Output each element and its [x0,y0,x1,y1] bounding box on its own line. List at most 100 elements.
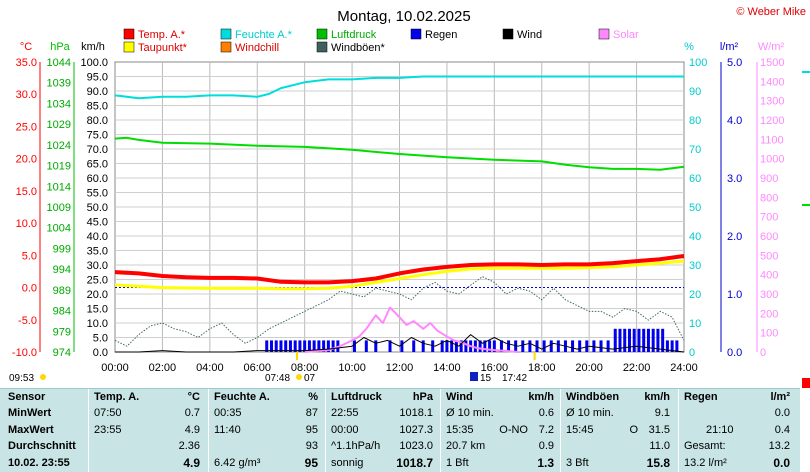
pressure-tick-label: 1034 [47,98,71,110]
solar-tick-label: 200 [760,308,778,320]
wind-tick-label: 10.0 [87,318,108,330]
humidity-tick-label: 20 [689,289,701,301]
wind-tick-label: 100.0 [80,57,108,69]
rain-bar [661,328,665,352]
humidity-header: Feuchte A. [214,391,270,403]
solar-tick-label: 1500 [760,57,784,69]
grid [114,61,685,353]
humidity-tick-label: 30 [689,260,701,272]
wind-header-unit: km/h [528,391,554,403]
series-line-solar [304,306,519,353]
solar-tick-label: 600 [760,231,778,243]
wind-tick-label: 30.0 [87,260,108,272]
gusts-max-value: 31.5 [648,423,670,436]
rain-bar [464,340,468,352]
gusts-header-unit: km/h [644,391,670,403]
rain-bar [279,340,283,352]
temp-tick-label: 5.0 [22,250,37,262]
temp-current-value: 4.9 [183,455,200,470]
temp-tick-label: 25.0 [16,121,37,133]
rain-bar [488,340,492,352]
humidity-tick-label: 80 [689,115,701,127]
rain-bar [637,328,641,352]
rain-bar [352,340,356,352]
wind-column: Wind km/h Ø 10 min. 0.6 15:35 O-NO 7.2 20.7 … [446,389,558,472]
rain-bar [284,340,288,352]
humidity-max-time: 11:40 [214,423,241,436]
humidity-header-unit: % [308,391,318,403]
pressure-column: Luftdruck hPa 22:55 1018.1 00:00 1027.3 ^1.… [331,389,437,472]
legend: Temp. A.* Feuchte A.* Luftdruck Regen Wind So… [123,28,639,54]
legend-swatch [598,28,610,40]
rain-bar [656,328,660,352]
temp-edge-marker [802,378,810,388]
temp-tick-label: 30.0 [16,89,37,101]
wind-tick-label: 50.0 [87,202,108,214]
moon-icon [470,372,478,381]
rain-bar [331,340,335,352]
wind-tick-label: 25.0 [87,275,108,287]
wind-tick-label: 5.0 [93,333,108,345]
humidity-tick-label: 70 [689,144,701,156]
humidity-tick-label: 90 [689,86,701,98]
rain-bar [322,340,326,352]
pressure-max-time: 00:00 [331,423,359,436]
chart-title: Montag, 10.02.2025 [337,8,470,25]
x-tick-label: 10:00 [338,362,366,374]
rain-bar [521,340,525,352]
solar-tick-label: 500 [760,250,778,262]
humidity-avg-value: 93 [305,440,318,453]
x-tick-label: 08:00 [291,362,319,374]
pressure-trend: ^1.1hPa/h [331,440,381,453]
temp-tick-label: 10.0 [16,218,37,230]
series-line-tempa [114,254,685,285]
solar-tick-label: 1200 [760,115,784,127]
rain-bar [665,340,669,352]
humidity-tick-label: 40 [689,231,701,243]
humidity-abs-note: 6.42 g/m³ [214,456,261,469]
pressure-tick-label: 979 [53,326,71,338]
wind-tick-label: 20.0 [87,289,108,301]
rain-bar [269,340,273,352]
rain-bar [592,340,596,352]
wind-avg10-label: Ø 10 min. [446,407,494,420]
rain-bar [388,340,392,352]
rain-bar [303,340,307,352]
pressure-avg-value: 1023.0 [399,440,433,453]
wind-distance: 20.7 km [446,440,486,453]
temp-tick-label: 20.0 [16,154,37,166]
pressure-header-unit: hPa [412,391,433,403]
humidity-column: Feuchte A.% 00:35 87 11:40 95 93 6.42 g/m³… [214,389,322,472]
wind-tick-label: 95.0 [87,72,108,84]
pressure-tick-label: 1029 [47,119,71,131]
solar-tick-label: 100 [760,328,778,340]
rain-bar [599,340,603,352]
time-markers: 09:53 07:48 07 15 17:42 [9,352,536,384]
row-label-min: MinWert [8,407,52,420]
temp-tick-label: 0.0 [22,283,37,295]
rain-bar [549,340,553,352]
moon-left-label: 15 [480,373,492,384]
legend-label: Temp. A.* [138,29,186,41]
rain-bar [542,340,546,352]
rain-header: Regen [684,391,718,403]
solar-tick-label: 0 [760,347,766,359]
rain-total-value: 13.2 [768,440,790,453]
pressure-unit: hPa [50,41,70,53]
pressure-max-value: 1027.3 [399,423,433,436]
sunrise-label: 07:48 [265,373,290,384]
rain-bar [571,340,575,352]
rain-total-note: 13.2 l/m² [684,456,727,469]
temp-header-unit: °C [187,391,200,403]
legend-label: Luftdruck [331,29,377,41]
rain-bar [440,340,444,352]
legend-label: Regen [425,29,457,41]
gusts-header: Windböen [566,391,620,403]
rain-bar [613,328,617,352]
humidity-tick-label: 0 [689,347,695,359]
temp-tick-label: -10.0 [12,347,37,359]
row-label-max: MaxWert [8,423,54,436]
temp-max-time: 23:55 [94,423,122,436]
rain-bar [642,328,646,352]
temp-tick-label: 35.0 [16,57,37,69]
